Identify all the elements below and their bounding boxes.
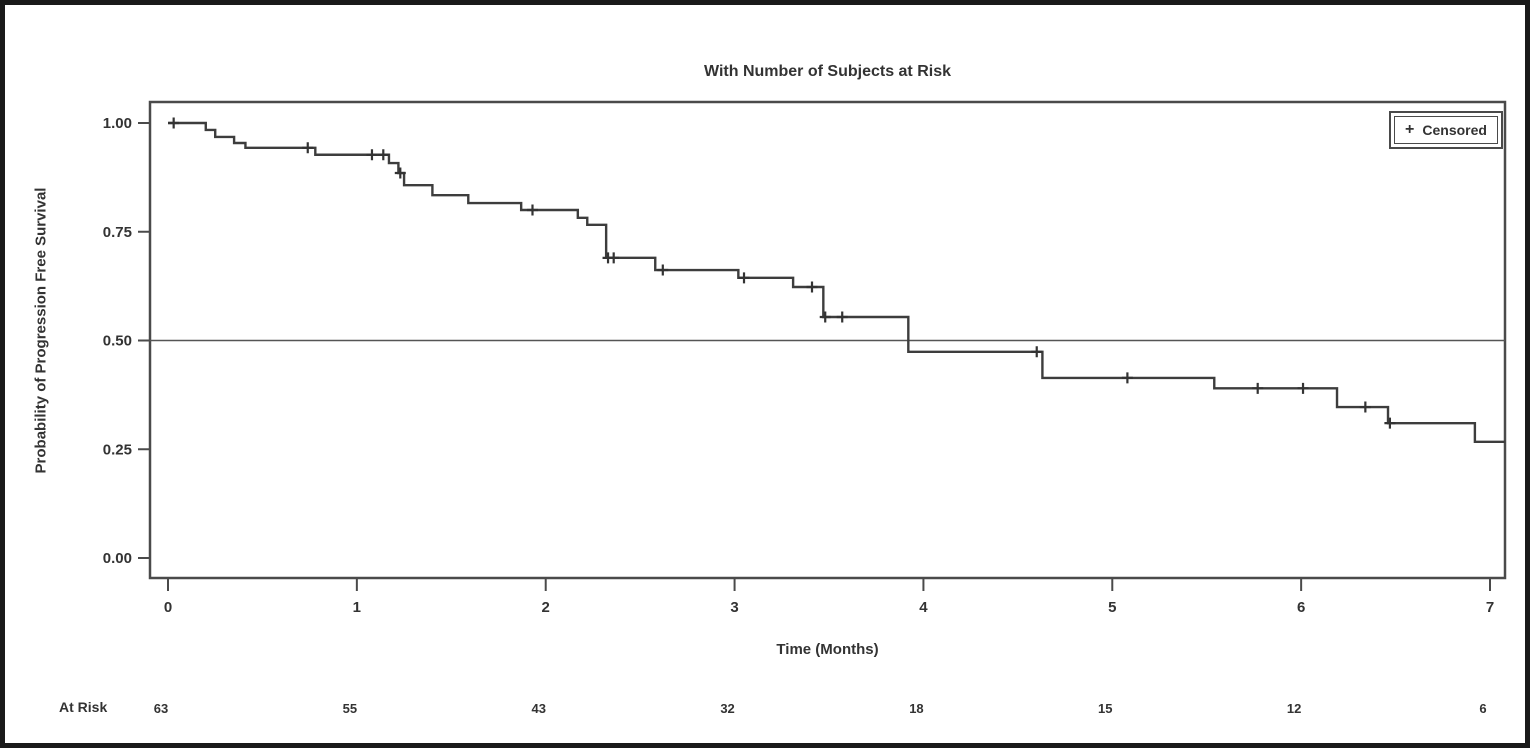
at-risk-count: 32: [720, 701, 734, 716]
censor-marker: [1252, 382, 1264, 394]
y-tick-label: 0.50: [103, 333, 132, 350]
y-tick-label: 1.00: [103, 115, 132, 132]
censor-marker: [657, 264, 669, 276]
censor-marker: [836, 311, 848, 323]
x-tick-label: 6: [1297, 599, 1305, 616]
legend-box: + Censored: [1389, 111, 1503, 149]
censor-marker: [1359, 401, 1371, 413]
x-tick-label: 3: [730, 599, 738, 616]
y-tick-label: 0.25: [103, 441, 132, 458]
x-tick-label: 5: [1108, 599, 1116, 616]
x-tick-label: 7: [1486, 599, 1494, 616]
at-risk-count: 43: [531, 701, 545, 716]
x-axis-label: Time (Months): [776, 641, 879, 658]
censor-marker: [526, 204, 538, 216]
censor-marker: [738, 272, 750, 284]
censor-marker: [819, 311, 831, 323]
censored-plus-icon: +: [1405, 121, 1415, 138]
censor-marker: [366, 149, 378, 161]
at-risk-count: 18: [909, 701, 923, 716]
x-tick-label: 4: [919, 599, 928, 616]
at-risk-count: 6: [1479, 701, 1486, 716]
censor-marker: [1297, 382, 1309, 394]
censor-marker: [1121, 372, 1133, 384]
at-risk-count: 12: [1287, 701, 1301, 716]
x-tick-label: 0: [164, 599, 172, 616]
legend-label: Censored: [1422, 122, 1487, 138]
at-risk-count: 15: [1098, 701, 1112, 716]
censor-marker: [608, 252, 620, 264]
censor-marker: [394, 167, 406, 179]
y-tick-label: 0.00: [103, 550, 132, 567]
chart-title: With Number of Subjects at Risk: [704, 63, 951, 80]
censor-marker: [1384, 417, 1396, 429]
censor-marker: [302, 142, 314, 154]
censor-marker: [1031, 346, 1043, 358]
censor-marker: [377, 149, 389, 161]
x-tick-label: 2: [542, 599, 550, 616]
censor-marker: [806, 281, 818, 293]
legend-inner-box: + Censored: [1394, 116, 1498, 144]
km-chart-canvas: 1.000.750.500.250.000 1 2 3 4 5 6 763 55 43 32 18 15…: [103, 100, 1507, 716]
x-tick-label: 1: [353, 599, 361, 616]
y-tick-label: 0.75: [103, 224, 132, 241]
censor-marker: [168, 117, 180, 129]
survival-curve: [168, 121, 1506, 444]
at-risk-count: 55: [343, 701, 357, 716]
at-risk-row-label: At Risk: [59, 699, 108, 715]
at-risk-count: 63: [154, 701, 168, 716]
